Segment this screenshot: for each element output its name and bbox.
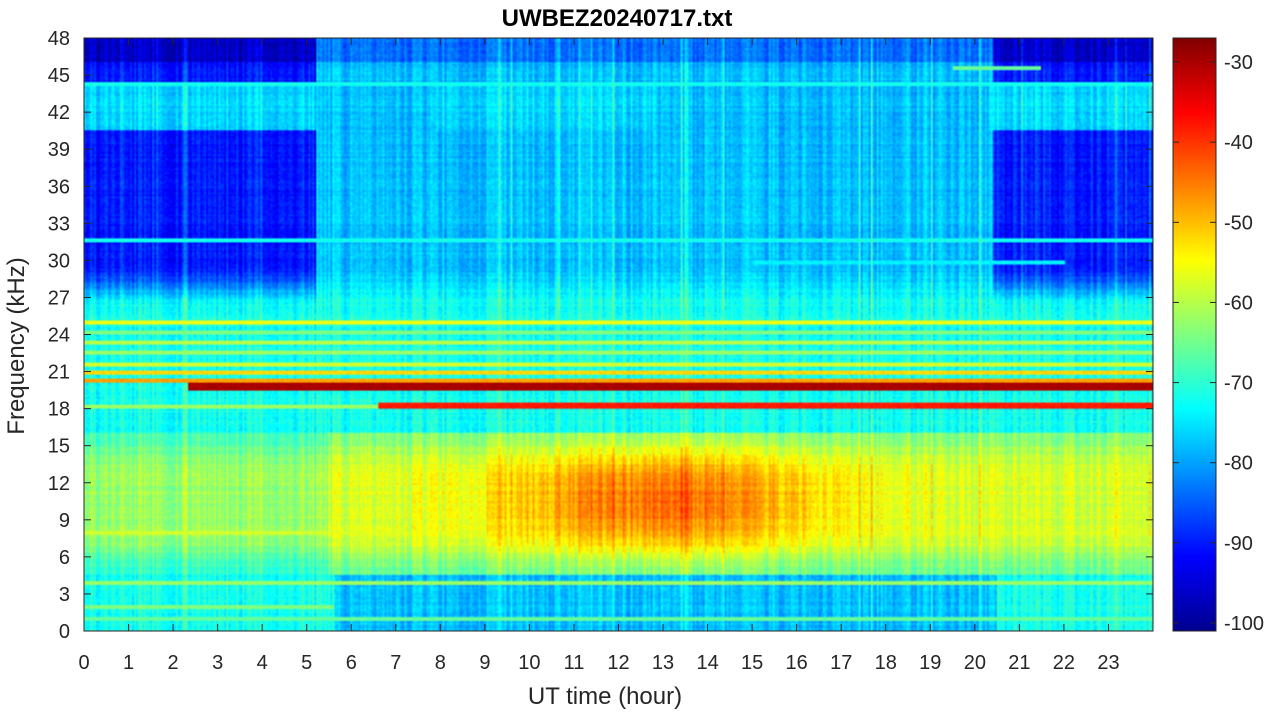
x-tick-label: 1 (123, 652, 134, 674)
y-tick-label: 9 (59, 510, 70, 532)
y-tick-label: 45 (48, 65, 70, 87)
x-tick-label: 16 (786, 652, 808, 674)
x-tick-label: 9 (479, 652, 490, 674)
colorbar: -100 -90 -80 -70 -60 -50 -40 -30 (1172, 37, 1264, 635)
y-tick-label: 39 (48, 139, 70, 161)
x-axis-label: UT time (hour) (528, 683, 682, 710)
heatmap-image (84, 38, 1153, 631)
y-tick-label: 33 (48, 213, 70, 235)
colorbar-tick-label: -70 (1224, 373, 1253, 395)
y-tick-label: 21 (48, 362, 70, 384)
x-tick-label: 15 (741, 652, 763, 674)
colorbar-tick-label: -100 (1224, 613, 1264, 635)
x-tick-label: 19 (919, 652, 941, 674)
y-tick-label: 36 (48, 176, 70, 198)
x-tick-label: 21 (1008, 652, 1030, 674)
plot-area (83, 37, 1154, 632)
x-tick-label: 20 (964, 652, 986, 674)
y-tick-label: 0 (59, 621, 70, 643)
colorbar-tick-label: -60 (1224, 292, 1253, 314)
y-tick-label: 18 (48, 399, 70, 421)
y-tick-label: 12 (48, 473, 70, 495)
x-tick-label: 22 (1053, 652, 1075, 674)
y-tick-label: 24 (48, 325, 70, 347)
x-tick-label: 6 (346, 652, 357, 674)
x-tick-label: 0 (78, 652, 89, 674)
x-tick-label: 18 (875, 652, 897, 674)
chart-title: UWBEZ20240717.txt (502, 5, 733, 32)
colorbar-bar (1172, 37, 1217, 632)
colorbar-tick-label: -30 (1224, 52, 1253, 74)
y-tick-label: 6 (59, 547, 70, 569)
y-axis-label: Frequency (kHz) (3, 257, 30, 434)
x-tick-label: 2 (168, 652, 179, 674)
x-tick-label: 7 (390, 652, 401, 674)
x-tick-label: 23 (1097, 652, 1119, 674)
colorbar-tick-label: -80 (1224, 453, 1253, 475)
colorbar-tick-label: -40 (1224, 132, 1253, 154)
x-tick-label: 11 (564, 652, 585, 674)
x-tick-label: 13 (652, 652, 674, 674)
x-tick-label: 12 (607, 652, 629, 674)
x-tick-label: 4 (257, 652, 268, 674)
y-tick-label: 48 (48, 28, 70, 50)
x-tick-label: 3 (212, 652, 223, 674)
x-tick-label: 10 (518, 652, 540, 674)
colorbar-ticks: -100 -90 -80 -70 -60 -50 -40 -30 (1173, 52, 1264, 635)
y-tick-label: 3 (59, 584, 70, 606)
y-tick-label: 15 (48, 436, 70, 458)
y-tick-label: 30 (48, 250, 70, 272)
y-tick-label: 42 (48, 102, 70, 124)
x-tick-label: 14 (696, 652, 718, 674)
x-tick-label: 17 (830, 652, 852, 674)
x-axis-ticks: 0 1 2 3 4 5 6 7 8 9 10 11 12 13 14 15 16 17 18 19 20 21 22 23 (78, 38, 1120, 674)
colorbar-tick-label: -50 (1224, 212, 1253, 234)
x-tick-label: 8 (435, 652, 446, 674)
y-tick-label: 27 (48, 287, 70, 309)
x-tick-label: 5 (301, 652, 312, 674)
colorbar-tick-label: -90 (1224, 533, 1253, 555)
